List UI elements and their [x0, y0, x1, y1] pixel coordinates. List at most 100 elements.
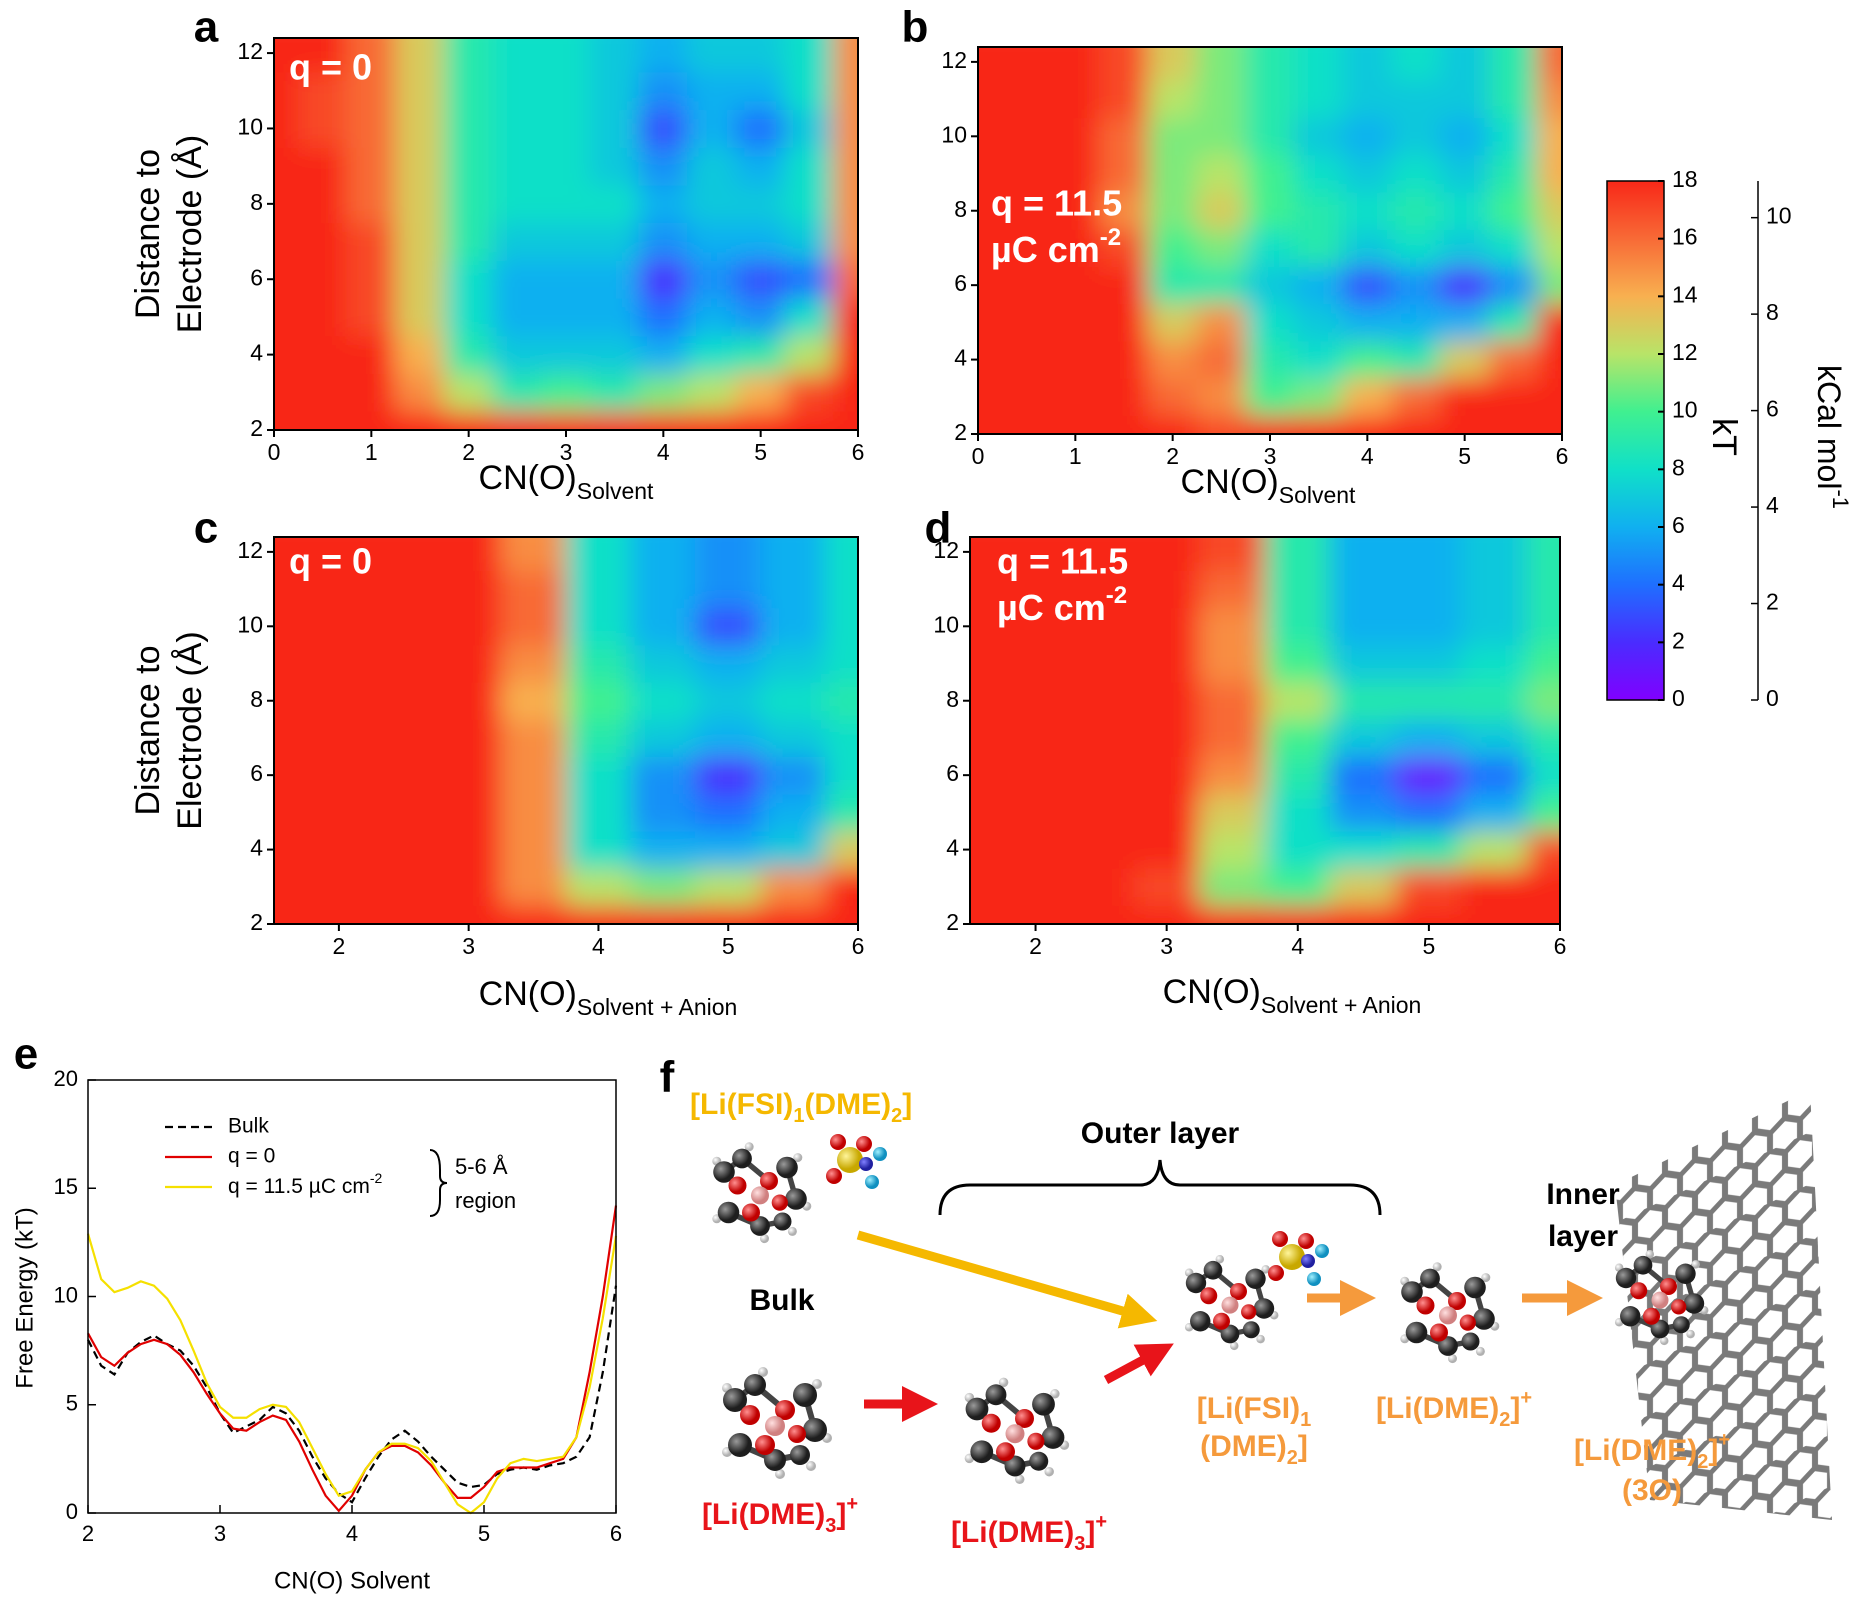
complex-label-part: + [846, 1493, 858, 1515]
heat-cell [638, 146, 689, 186]
heat-cell [1293, 377, 1344, 416]
diagram-graphics [712, 1090, 1832, 1520]
complex-label-part: + [1520, 1387, 1532, 1409]
heat-cell [784, 71, 835, 111]
heat-cell [346, 38, 397, 73]
heat-cell [638, 184, 689, 224]
heat-cell [1198, 756, 1266, 795]
heat-cell [1198, 867, 1266, 906]
heatmap-cells [970, 537, 1560, 924]
heat-cell [1391, 79, 1441, 119]
heat-cell [1050, 340, 1101, 379]
heat-cell [1488, 79, 1539, 119]
heat-cell [1391, 303, 1441, 342]
y-tick-label: 20 [54, 1066, 78, 1091]
x-axis-label: CN(O)Solvent + Anion [479, 975, 738, 1020]
heat-cell [1391, 117, 1441, 156]
heat-cell [1133, 718, 1200, 758]
heat-cell [395, 222, 445, 261]
x-tick-label: 6 [1556, 443, 1569, 469]
heat-cell [695, 681, 762, 720]
heat-cell [1330, 793, 1397, 832]
heat-cell [1196, 117, 1247, 156]
heat-cell [1099, 377, 1149, 416]
heat-cell [978, 47, 1003, 81]
heat-cell [305, 644, 372, 683]
heat-cell [1395, 644, 1463, 683]
x-tick-label: 6 [1554, 933, 1567, 959]
heat-cell [687, 146, 737, 186]
complex-label-part: 2 [1697, 1451, 1708, 1473]
heat-cell [784, 297, 835, 337]
heat-cell [638, 222, 689, 261]
heat-cell [435, 607, 502, 646]
heat-cell [274, 607, 307, 646]
complex-label: [Li(DME)2]+ [1574, 1429, 1730, 1473]
heat-cell [978, 303, 1003, 342]
heat-cell [978, 154, 1003, 193]
heat-cell [305, 681, 372, 720]
colorbar-tick-label: 16 [1672, 224, 1698, 250]
y-tick-label: 4 [250, 835, 263, 861]
heat-cell [1526, 537, 1560, 571]
heat-cell [435, 569, 502, 609]
heat-cell [760, 904, 827, 924]
heat-cell [395, 71, 445, 111]
heat-cell [735, 71, 786, 111]
heat-cell [630, 830, 697, 869]
molecule [965, 1378, 1070, 1484]
heat-cell [833, 146, 858, 186]
heat-cell [274, 372, 299, 412]
heat-cell [1264, 537, 1332, 571]
heat-cell [1198, 718, 1266, 758]
heat-cell [1293, 79, 1344, 119]
heatmap-cells [274, 38, 858, 430]
heat-cell [589, 146, 640, 186]
y-tick-label: 6 [250, 264, 263, 290]
heat-cell [1293, 47, 1344, 81]
heat-cell [541, 372, 591, 412]
heat-cell [970, 569, 1004, 609]
heat-cell [1002, 607, 1069, 646]
y-tick-label: 5 [66, 1391, 78, 1416]
y-tick-label: 4 [946, 835, 959, 861]
heat-cell [589, 71, 640, 111]
heat-cell [970, 756, 1004, 795]
heat-cell [1293, 228, 1344, 268]
heat-cell [970, 904, 1004, 924]
heat-cell [1488, 303, 1539, 342]
complex-label-part: ] [1708, 1434, 1718, 1467]
complex-label-part: 2 [1499, 1409, 1510, 1431]
heat-cell [1050, 79, 1101, 119]
x-tick-label: 0 [972, 443, 985, 469]
heat-cell [589, 297, 640, 337]
heat-cell [760, 867, 827, 906]
heat-cell [1196, 414, 1247, 434]
y-tick-label: 2 [954, 419, 967, 445]
plot-frame [969, 536, 1561, 925]
heat-cell [735, 146, 786, 186]
complex-label-part: ] [1085, 1516, 1095, 1549]
heat-cell [825, 681, 858, 720]
y-axis-label: Distance to [129, 149, 167, 319]
panel-label: e [14, 1030, 38, 1079]
heat-cell [1264, 830, 1332, 869]
heat-cell [735, 410, 786, 430]
heat-cell [492, 71, 543, 111]
heat-cell [695, 569, 762, 609]
heat-cell [687, 38, 737, 73]
heat-cell [695, 793, 762, 832]
heat-cell [589, 109, 640, 148]
heat-cell [589, 259, 640, 299]
heat-cell [1526, 569, 1560, 609]
heat-cell [1198, 537, 1266, 571]
heat-cell [492, 38, 543, 73]
heat-cell [978, 340, 1003, 379]
colorbar-tick-label: 0 [1672, 685, 1685, 711]
y2-tick-label: 2 [1766, 589, 1779, 615]
heatmap [274, 38, 858, 430]
heat-cell [1330, 681, 1397, 720]
heat-cell [1461, 569, 1528, 609]
x-axis-label-part: Solvent [1279, 482, 1356, 508]
